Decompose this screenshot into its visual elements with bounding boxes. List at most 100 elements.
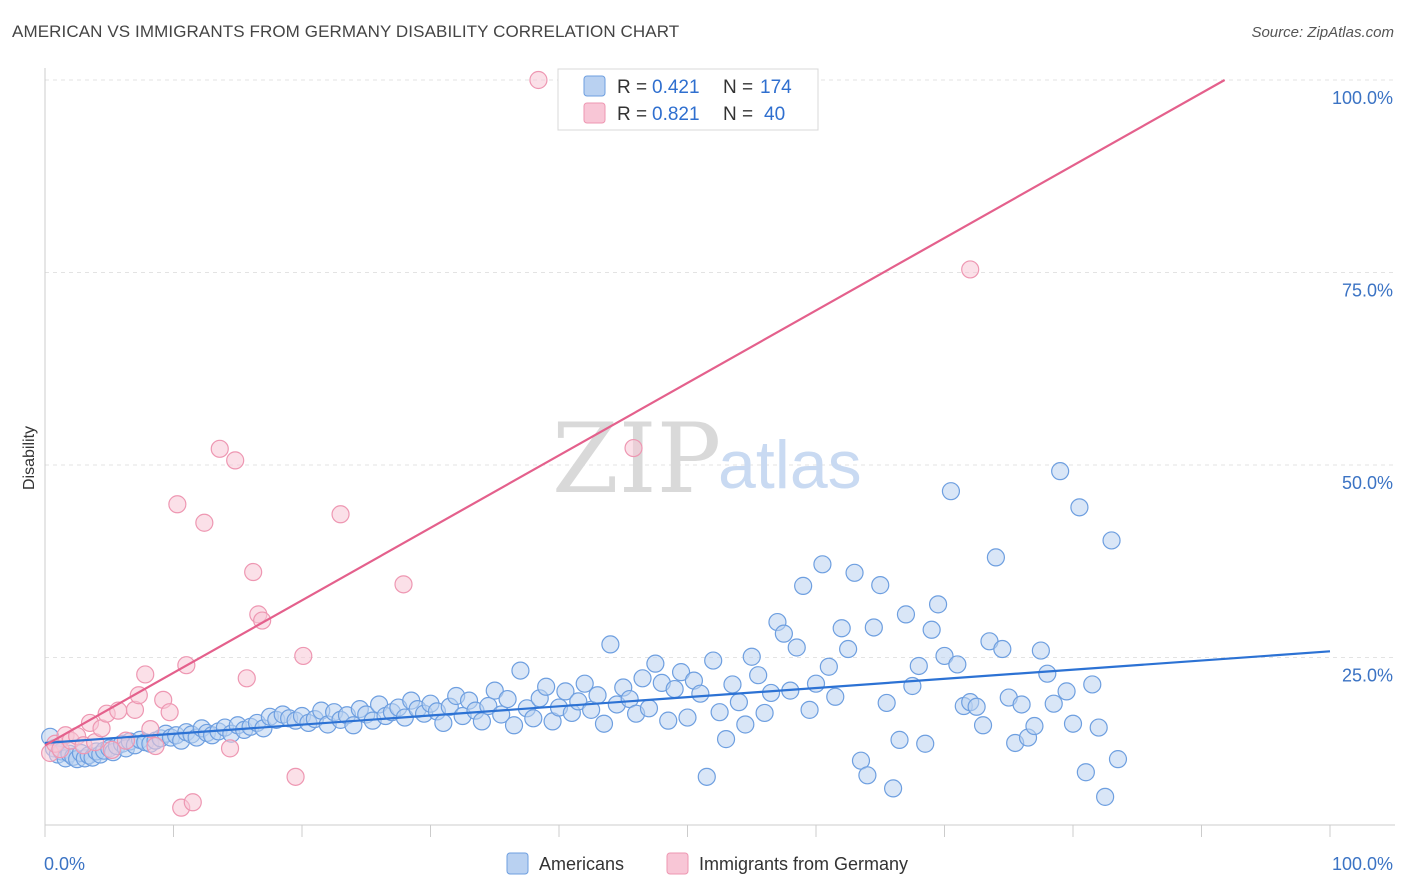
americans-point — [909, 656, 928, 676]
americans-point — [736, 715, 755, 734]
bottom-legend-swatch-americans — [506, 852, 529, 875]
americans-point — [1089, 718, 1108, 737]
germany-point — [102, 740, 121, 760]
americans-point — [813, 555, 832, 574]
bottom-legend-americans: Americans — [539, 854, 624, 874]
americans-point — [883, 779, 903, 798]
series-legend: Americans Immigrants from Germany — [506, 852, 908, 875]
germany-point — [195, 513, 214, 532]
americans-point — [967, 697, 986, 716]
americans-point — [639, 699, 659, 718]
americans-point — [646, 654, 665, 673]
legend-n-value: 40 — [764, 104, 785, 125]
americans-point — [1108, 750, 1128, 769]
legend-n-value: 174 — [760, 77, 792, 98]
americans-point — [710, 703, 729, 722]
germany-points — [41, 70, 980, 817]
bottom-legend-swatch-germany — [666, 852, 689, 875]
legend-r-label: R = — [617, 77, 647, 98]
germany-point — [136, 665, 155, 684]
americans-point — [1044, 694, 1063, 713]
americans-point — [774, 624, 793, 643]
y-tick-label: 100.0% — [1332, 88, 1393, 108]
americans-point — [1057, 682, 1076, 701]
americans-point — [871, 576, 890, 595]
americans-point — [858, 766, 877, 785]
y-tick-label: 25.0% — [1342, 666, 1393, 686]
americans-point — [1070, 498, 1089, 517]
bottom-legend-germany: Immigrants from Germany — [699, 854, 908, 874]
x-tick-labels: 0.0% 100.0% — [44, 854, 1393, 874]
americans-point — [1025, 716, 1044, 736]
y-axis-title: Disability — [21, 426, 38, 490]
axes — [44, 68, 1395, 826]
legend-n-label: N = — [723, 77, 753, 98]
americans-point — [1031, 641, 1050, 660]
germany-point — [286, 767, 305, 786]
watermark: ZIP atlas — [552, 403, 862, 515]
americans-point — [665, 679, 684, 699]
trend-lines — [44, 79, 1331, 747]
americans-point — [928, 595, 948, 614]
legend-r-value: 0.821 — [652, 104, 700, 125]
germany-point — [183, 793, 202, 812]
germany-point — [116, 731, 136, 750]
x-tick-label: 0.0% — [44, 854, 85, 874]
americans-point — [537, 677, 556, 696]
germany-point — [294, 646, 313, 666]
americans-point — [434, 713, 453, 733]
germany-point — [331, 505, 350, 524]
americans-point — [729, 693, 749, 712]
correlation-legend: R = 0.421 N = 174 R = 0.821 N = 40 — [557, 68, 819, 131]
y-tick-label: 75.0% — [1342, 281, 1393, 301]
americans-point — [678, 708, 697, 727]
y-tick-labels: 100.0% 75.0% 50.0% 25.0% — [1332, 88, 1393, 686]
americans-point — [749, 666, 768, 685]
americans-point — [716, 730, 736, 749]
americans-point — [973, 716, 993, 735]
americans-point — [761, 683, 781, 703]
americans-point — [787, 638, 806, 657]
americans-point — [498, 689, 517, 709]
americans-point — [826, 687, 845, 706]
americans-point — [935, 646, 954, 666]
americans-point — [922, 620, 941, 639]
americans-point — [511, 661, 530, 680]
americans-point — [896, 605, 916, 624]
americans-point — [819, 657, 838, 676]
germany-point — [244, 562, 263, 582]
americans-point — [594, 714, 614, 733]
americans-point — [697, 767, 716, 786]
americans-point — [485, 681, 504, 700]
americans-point — [832, 619, 851, 638]
chart-title: AMERICAN VS IMMIGRANTS FROM GERMANY DISA… — [12, 22, 680, 41]
germany-point — [624, 438, 643, 458]
americans-point — [794, 576, 813, 595]
americans-point — [1083, 675, 1102, 694]
americans-point — [659, 711, 678, 730]
americans-point — [472, 712, 491, 731]
x-tick-label: 100.0% — [1332, 854, 1393, 874]
watermark-zip: ZIP — [552, 403, 721, 515]
americans-point — [575, 674, 594, 693]
legend-swatch-americans — [583, 75, 606, 97]
americans-point — [916, 734, 935, 753]
americans-point — [588, 686, 607, 705]
americans-point — [993, 639, 1012, 659]
americans-point — [723, 675, 742, 694]
americans-point — [800, 700, 819, 719]
americans-point — [601, 635, 620, 654]
germany-point — [961, 260, 980, 279]
americans-point — [845, 563, 864, 582]
americans-point — [1096, 787, 1115, 806]
americans-trend-line — [44, 650, 1331, 745]
americans-point — [691, 684, 710, 703]
americans-point — [556, 682, 575, 701]
germany-point — [146, 736, 165, 756]
americans-point — [755, 703, 774, 723]
x-ticks — [44, 825, 1331, 837]
legend-swatch-germany — [583, 102, 606, 124]
y-tick-label: 50.0% — [1342, 473, 1393, 493]
americans-point — [704, 651, 723, 670]
